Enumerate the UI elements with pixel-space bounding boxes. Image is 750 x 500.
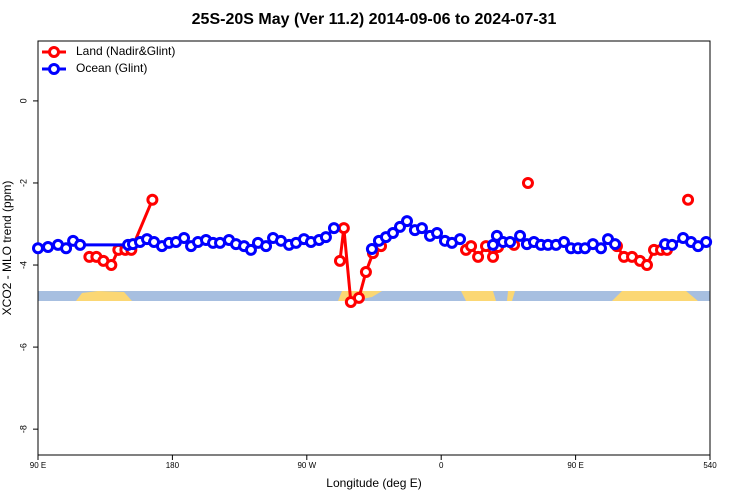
data-point	[682, 193, 695, 206]
y-tick-label: -8	[18, 425, 28, 433]
data-point	[700, 236, 713, 249]
data-point	[594, 242, 607, 255]
data-point	[105, 259, 118, 272]
ocean-band	[38, 291, 710, 301]
data-point	[401, 215, 414, 228]
data-point	[244, 243, 257, 256]
data-point	[465, 240, 478, 253]
legend-label: Ocean (Glint)	[76, 61, 147, 75]
y-tick-label: 0	[18, 98, 28, 103]
chart-title: 25S-20S May (Ver 11.2) 2014-09-06 to 202…	[192, 11, 557, 28]
data-point	[32, 242, 44, 255]
land-band	[76, 291, 132, 301]
data-point	[521, 176, 534, 189]
data-point	[472, 250, 485, 263]
x-tick-label: 90 E	[30, 461, 46, 470]
data-point	[431, 227, 444, 240]
y-tick-label: -6	[18, 343, 28, 351]
data-point	[60, 242, 73, 255]
surface-mask	[38, 291, 710, 301]
y-axis-label: XCO2 - MLO trend (ppm)	[0, 181, 14, 316]
data-point	[178, 231, 191, 244]
data-point	[514, 229, 527, 242]
data-point	[640, 259, 653, 272]
data-point	[42, 240, 55, 253]
series	[32, 215, 713, 256]
x-axis-label: Longitude (deg E)	[326, 476, 421, 490]
data-point	[454, 233, 467, 246]
data-point	[260, 240, 273, 253]
legend-marker	[48, 63, 60, 75]
data-point	[666, 238, 679, 251]
data-point	[327, 222, 340, 235]
data-point	[352, 291, 365, 304]
data-point	[146, 193, 159, 206]
data-point	[337, 222, 350, 235]
data-point	[415, 222, 428, 235]
data-point	[557, 236, 570, 249]
x-tick-label: 90 W	[297, 461, 316, 470]
data-point	[504, 236, 517, 249]
x-tick-label: 90 E	[567, 461, 583, 470]
x-tick-label: 0	[439, 461, 444, 470]
land-band	[461, 291, 496, 301]
data-point	[74, 238, 87, 251]
x-tick-label: 180	[166, 461, 180, 470]
y-tick-label: -4	[18, 261, 28, 269]
data-point	[319, 231, 332, 244]
legend-marker	[48, 46, 60, 58]
land-band	[612, 291, 698, 301]
data-point	[333, 254, 346, 267]
y-tick-label: -2	[18, 179, 28, 187]
data-point	[365, 243, 378, 256]
legend-label: Land (Nadir&Glint)	[76, 44, 175, 58]
x-tick-label: 540	[703, 461, 717, 470]
data-point	[386, 227, 399, 240]
data-point	[359, 266, 372, 279]
data-point	[487, 250, 500, 263]
data-point	[609, 238, 622, 251]
land-band	[507, 291, 515, 301]
